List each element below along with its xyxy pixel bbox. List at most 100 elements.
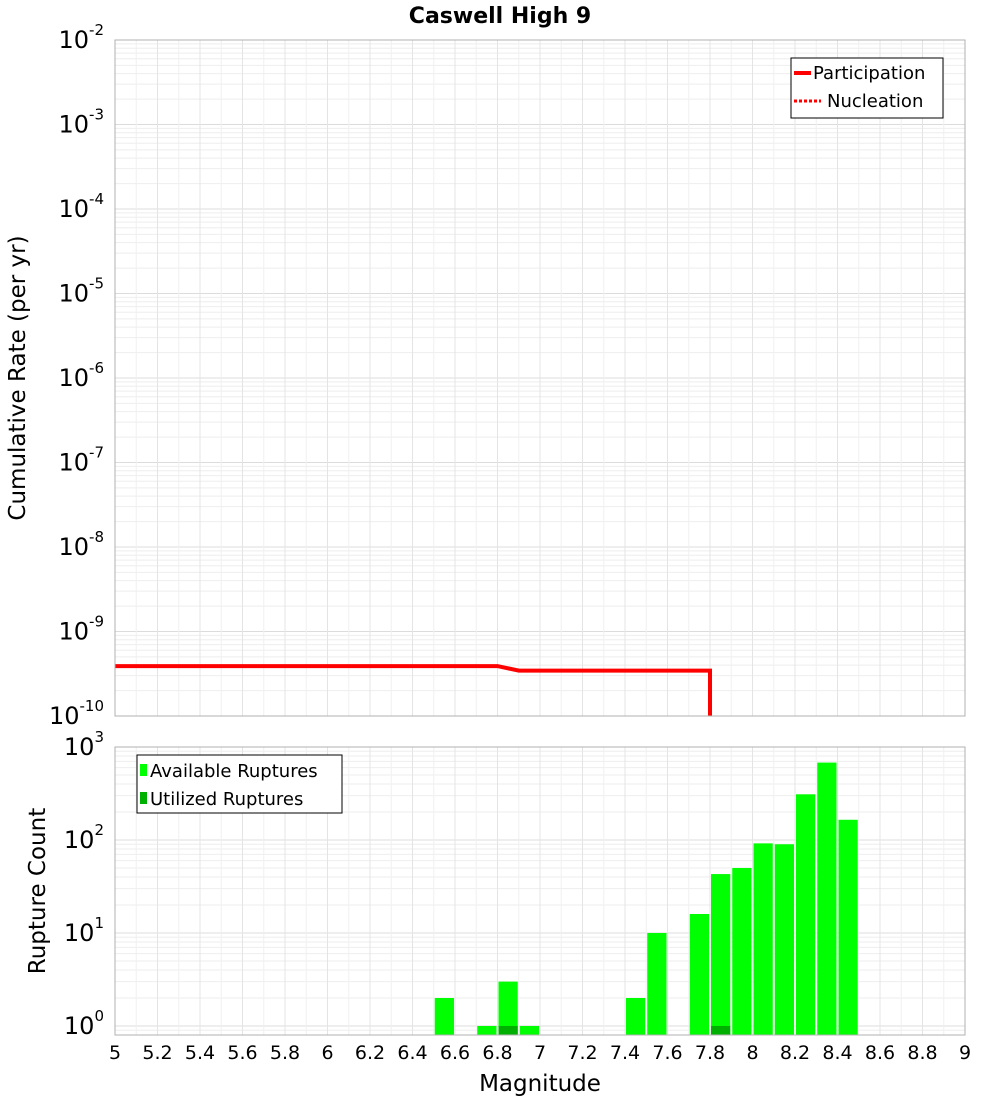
rate-y-ticks: 10-210-310-410-510-610-710-810-910-10 <box>49 21 104 730</box>
rate-y-tick-exponent: -7 <box>89 444 104 462</box>
rate-y-tick-base: 10 <box>58 280 89 308</box>
rate-y-tick-base: 10 <box>58 26 89 54</box>
magnitude-x-tick-label: 7.6 <box>652 1042 682 1064</box>
magnitude-x-tick-label: 7.2 <box>567 1042 597 1064</box>
magnitude-x-tick-label: 5.2 <box>142 1042 172 1064</box>
magnitude-x-tick-label: 6.2 <box>355 1042 385 1064</box>
rate-y-tick-exponent: -6 <box>89 359 104 377</box>
magnitude-x-tick-label: 5.8 <box>270 1042 300 1064</box>
count-y-tick-exponent: 2 <box>94 821 104 839</box>
available-rupture-bar <box>774 844 794 1035</box>
nucleation-legend-label: Nucleation <box>827 91 923 112</box>
rate-y-tick-exponent: -9 <box>89 613 104 631</box>
count-y-tick-exponent: 3 <box>94 728 104 746</box>
series-line-participation <box>115 664 712 716</box>
rate-y-tick-label: 10-6 <box>58 359 104 392</box>
available-rupture-bar <box>817 762 837 1035</box>
available-rupture-bar <box>626 997 646 1035</box>
rate-y-tick-base: 10 <box>58 364 89 392</box>
rate-legend-box <box>790 57 944 119</box>
rate-y-tick-exponent: -5 <box>89 275 104 293</box>
available-rupture-bar <box>753 843 773 1035</box>
magnitude-x-tick-label: 7 <box>534 1042 546 1064</box>
rate-y-tick-exponent: -8 <box>89 528 104 546</box>
rate-plot-frame <box>114 39 966 717</box>
rate-y-tick-base: 10 <box>58 618 89 646</box>
rate-y-tick-base: 10 <box>58 533 89 561</box>
magnitude-x-tick-label: 8.6 <box>865 1042 895 1064</box>
magnitude-x-tick-label: 8.2 <box>780 1042 810 1064</box>
rate-y-tick-exponent: -4 <box>89 190 104 208</box>
count-legend-box <box>136 754 343 814</box>
magnitude-x-tick-label: 8.4 <box>822 1042 852 1064</box>
rate-y-tick-base: 10 <box>49 702 80 730</box>
utilized-legend-swatch <box>140 792 147 804</box>
available-rupture-bar <box>477 1025 497 1035</box>
count-y-tick-base: 10 <box>64 826 95 854</box>
magnitude-x-tick-label: 5.6 <box>227 1042 257 1064</box>
magnitude-x-tick-label: 9 <box>959 1042 971 1064</box>
rate-y-tick-label: 10-10 <box>49 697 104 730</box>
count-legend: Available Ruptures Utilized Ruptures <box>136 754 343 814</box>
rate-plot-panel: 10-210-310-410-510-610-710-810-910-10 Cu… <box>5 21 966 730</box>
count-y-tick-label: 102 <box>64 821 104 854</box>
rate-y-tick-label: 10-2 <box>58 21 104 54</box>
count-y-tick-label: 101 <box>64 914 104 947</box>
rate-y-tick-exponent: -3 <box>89 106 104 124</box>
utilized-rupture-bar <box>498 1025 518 1035</box>
available-rupture-bar <box>519 1025 539 1035</box>
magnitude-x-tick-label: 8.8 <box>907 1042 937 1064</box>
rate-y-tick-base: 10 <box>58 449 89 477</box>
available-legend-swatch <box>140 764 147 776</box>
participation-legend-label: Participation <box>813 63 925 84</box>
utilized-rupture-bar <box>711 1025 731 1035</box>
count-y-tick-base: 10 <box>64 733 95 761</box>
rate-y-tick-label: 10-7 <box>58 444 104 477</box>
count-y-tick-base: 10 <box>64 919 95 947</box>
available-rupture-bar <box>689 914 709 1035</box>
rate-y-tick-label: 10-4 <box>58 190 104 223</box>
magnitude-x-tick-label: 6.4 <box>397 1042 427 1064</box>
count-y-tick-label: 103 <box>64 728 104 761</box>
available-rupture-bar <box>498 981 518 1035</box>
magnitude-x-tick-label: 6 <box>321 1042 333 1064</box>
chart-title: Caswell High 9 <box>409 4 591 29</box>
count-plot-bars <box>434 762 858 1035</box>
rate-y-tick-base: 10 <box>58 111 89 139</box>
rate-plot-series <box>115 664 712 716</box>
rate-y-axis-label: Cumulative Rate (per yr) <box>5 235 31 520</box>
rate-y-tick-exponent: -2 <box>89 21 104 39</box>
magnitude-x-tick-label: 7.4 <box>610 1042 640 1064</box>
magnitude-x-tick-label: 6.6 <box>440 1042 470 1064</box>
rate-y-tick-label: 10-8 <box>58 528 104 561</box>
available-rupture-bar <box>838 819 858 1035</box>
available-rupture-bar <box>647 932 667 1035</box>
magnitude-x-ticks: 5 5.2 5.4 5.6 5.8 6 6.2 6.4 6.6 6.8 7 7.2 7.4 7.6 7.8 8… <box>109 1042 971 1064</box>
available-rupture-bar <box>796 794 816 1035</box>
rate-y-tick-label: 10-5 <box>58 275 104 308</box>
available-rupture-bar <box>732 867 752 1035</box>
available-rupture-bar <box>711 874 731 1035</box>
rate-y-tick-label: 10-3 <box>58 106 104 139</box>
count-y-tick-exponent: 0 <box>94 1007 104 1025</box>
magnitude-x-axis-label: Magnitude <box>479 1071 601 1097</box>
magnitude-x-tick-label: 7.8 <box>695 1042 725 1064</box>
count-y-tick-label: 100 <box>64 1007 104 1040</box>
utilized-legend-label: Utilized Ruptures <box>150 789 303 810</box>
available-legend-label: Available Ruptures <box>150 761 318 782</box>
available-rupture-bar <box>434 997 454 1035</box>
count-y-tick-base: 10 <box>64 1012 95 1040</box>
rate-y-tick-base: 10 <box>58 195 89 223</box>
magnitude-x-tick-label: 6.8 <box>482 1042 512 1064</box>
magnitude-x-tick-label: 5 <box>109 1042 121 1064</box>
magnitude-x-tick-label: 5.4 <box>185 1042 215 1064</box>
rate-plot-grid <box>114 40 966 717</box>
count-y-tick-exponent: 1 <box>94 914 104 932</box>
count-y-axis-label: Rupture Count <box>25 808 51 974</box>
rate-y-tick-label: 10-9 <box>58 613 104 646</box>
rate-y-tick-exponent: -10 <box>80 697 105 715</box>
count-plot-frame <box>114 746 966 1036</box>
